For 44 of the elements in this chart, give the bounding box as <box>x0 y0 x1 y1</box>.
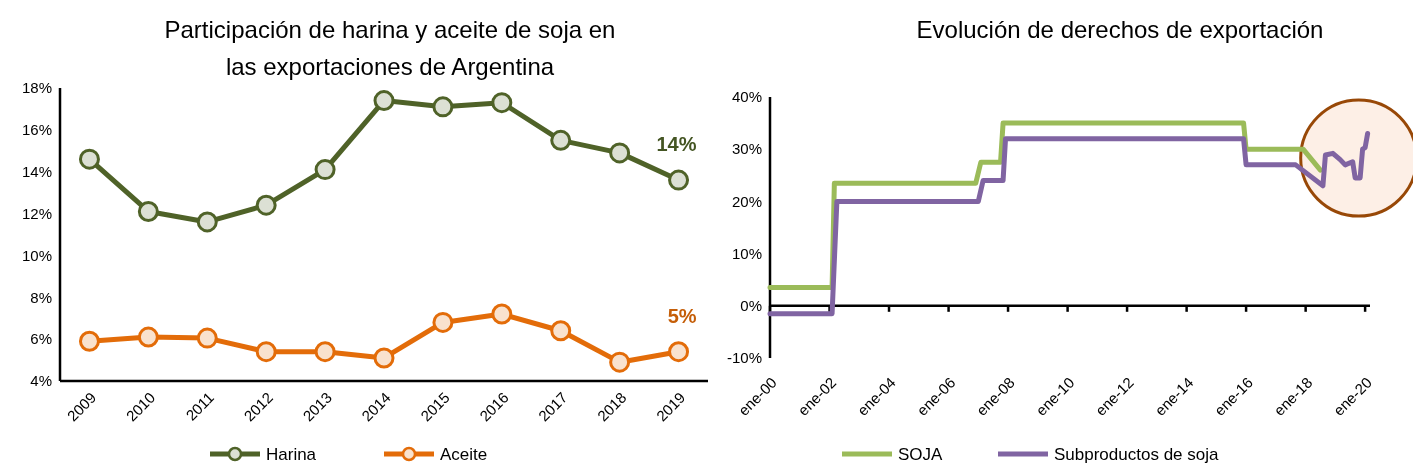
y-tick-label: 0% <box>740 297 762 315</box>
y-tick-label: 18% <box>21 79 52 97</box>
chart-title: Participación de harina y aceite de soja en las exportaciones de Argentina <box>164 16 616 80</box>
point <box>196 211 218 233</box>
point <box>137 200 159 222</box>
point <box>373 347 395 369</box>
point <box>314 341 336 363</box>
legend-label: Aceite <box>440 444 488 464</box>
y-tick-label: 40% <box>731 88 762 106</box>
y-tick-label: -10% <box>726 349 762 367</box>
point <box>78 330 100 352</box>
point <box>255 341 277 363</box>
y-tick-label: 4% <box>30 372 52 390</box>
y-tick-label: 8% <box>30 288 52 306</box>
point <box>550 129 572 151</box>
point <box>609 351 631 373</box>
y-tick-label: 30% <box>731 140 762 158</box>
annotation: 14% <box>656 133 697 156</box>
chart-title: Evolución de derechos de exportación <box>916 16 1324 43</box>
point <box>137 326 159 348</box>
y-tick-label: 16% <box>21 121 52 139</box>
point <box>432 311 454 333</box>
y-tick-label: 10% <box>21 246 52 264</box>
legend-label: Subproductos de soja <box>1054 444 1219 464</box>
point <box>373 90 395 112</box>
point <box>609 142 631 164</box>
point <box>314 159 336 181</box>
legend-label: Harina <box>266 444 317 464</box>
y-tick-label: 6% <box>30 330 52 348</box>
annotation: 5% <box>667 304 697 327</box>
point <box>255 194 277 216</box>
point <box>550 320 572 342</box>
point <box>668 341 690 363</box>
legend-label: SOJA <box>898 444 944 464</box>
y-tick-label: 10% <box>731 244 762 262</box>
point <box>491 92 513 114</box>
point <box>78 148 100 170</box>
point <box>668 169 690 191</box>
point <box>196 327 218 349</box>
point <box>432 96 454 118</box>
y-tick-label: 14% <box>21 162 52 180</box>
point <box>491 303 513 325</box>
y-tick-label: 12% <box>21 204 52 222</box>
y-tick-label: 20% <box>731 192 762 210</box>
